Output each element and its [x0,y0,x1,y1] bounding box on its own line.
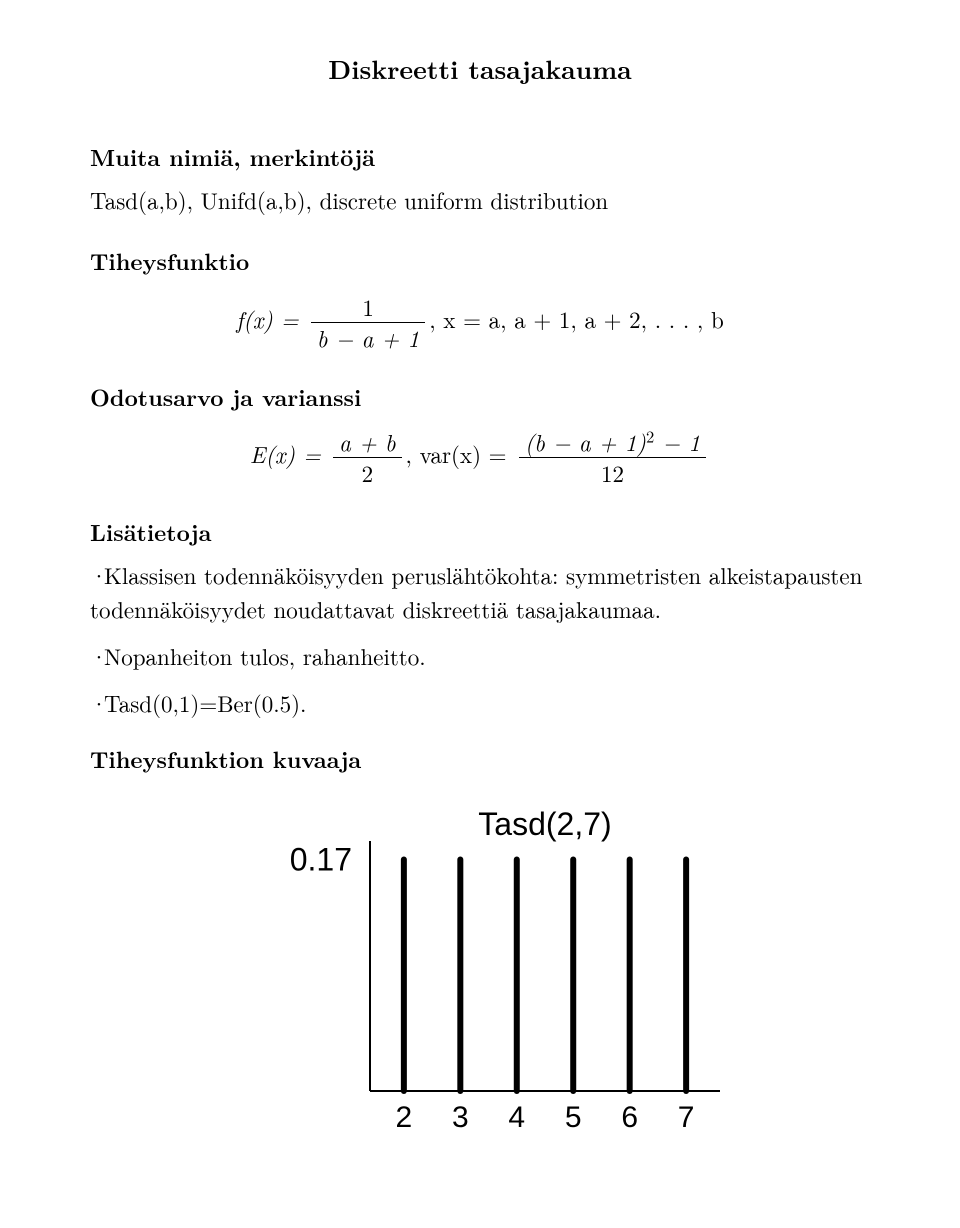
bullet-item: ·Tasd(0,1)=Ber(0.5). [90,686,870,719]
bullet-dot-icon: · [90,686,104,719]
svg-text:Tasd(2,7): Tasd(2,7) [478,806,611,842]
var-num-pre: (b − a + 1) [525,425,646,458]
bullet-text: Nopanheiton tulos, rahanheitto. [104,639,426,672]
svg-text:2: 2 [396,1101,413,1134]
section-plot-heading: Tiheysfunktion kuvaaja [90,742,870,775]
density-fraction: 1 b − a + 1 [311,294,425,352]
density-lhs: f(x) = [236,302,298,335]
bullet-text: Klassisen todennäköisyyden peruslähtökoh… [90,558,862,624]
density-frac-den: b − a + 1 [317,321,419,354]
bullet-dot-icon: · [90,639,104,672]
svg-text:0.17: 0.17 [290,842,352,878]
bullet-item: ·Nopanheiton tulos, rahanheitto. [90,639,870,672]
bullet-dot-icon: · [90,558,104,591]
bullet-item: ·Klassisen todennäköisyyden peruslähtöko… [90,558,870,625]
density-formula: f(x) = 1 b − a + 1 , x = a, a + 1, a + 2… [90,294,870,352]
ev-num: a + b [339,425,395,458]
section-extra-heading: Lisätietoja [90,515,870,548]
svg-text:6: 6 [621,1101,638,1134]
ev-lhs: E(x) = [250,437,321,470]
section-density-heading: Tiheysfunktio [90,244,870,277]
stem-chart-svg: Tasd(2,7) 0.17 2 3 4 5 6 7 [220,801,740,1161]
density-chart: Tasd(2,7) 0.17 2 3 4 5 6 7 [90,801,870,1168]
section-evvar-heading: Odotusarvo ja varianssi [90,380,870,413]
var-num-post: − 1 [654,425,700,458]
svg-text:7: 7 [678,1101,695,1134]
section-names-heading: Muita nimiä, merkintöjä [90,140,870,173]
evvar-sep: , var(x) = [406,437,507,470]
var-fraction: (b − a + 1)2 − 1 12 [519,429,706,487]
names-text: Tasd(a,b), Unifd(a,b), discrete uniform … [90,183,870,216]
evvar-formula: E(x) = a + b 2 , var(x) = (b − a + 1)2 −… [90,429,870,487]
svg-text:4: 4 [508,1101,525,1134]
var-den: 12 [519,458,706,486]
ev-fraction: a + b 2 [333,429,401,487]
var-num-exp: 2 [646,423,654,447]
ev-den: 2 [333,458,401,486]
svg-text:5: 5 [565,1101,582,1134]
density-frac-num: 1 [311,294,425,323]
bullet-text: Tasd(0,1)=Ber(0.5). [104,686,306,719]
svg-text:3: 3 [452,1101,469,1134]
density-tail: , x = a, a + 1, a + 2, . . . , b [429,302,724,335]
page-title: Diskreetti tasajakauma [90,50,870,88]
